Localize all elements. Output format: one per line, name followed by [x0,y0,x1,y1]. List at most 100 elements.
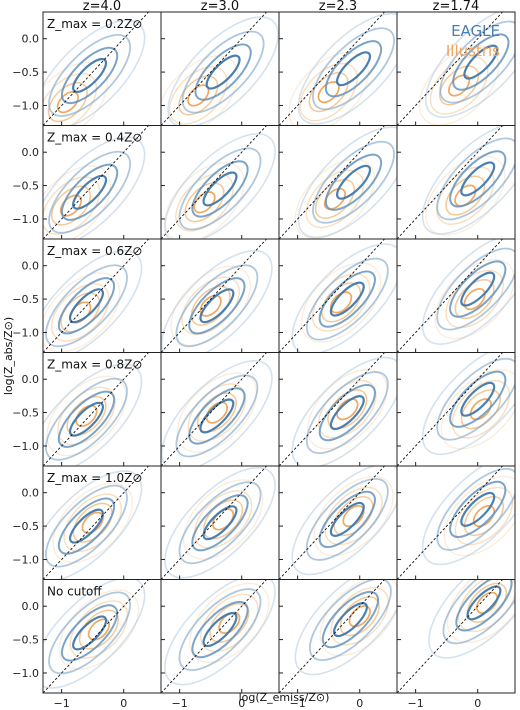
eagle-contour [449,480,507,538]
panel [278,238,398,353]
eagle-contour [439,20,515,104]
eagle-contour [43,363,143,466]
eagle-contour [57,497,116,555]
illustris-contour [434,258,515,340]
panel-contents [161,125,276,239]
eagle-contour [164,133,276,239]
eagle-contour [460,381,496,417]
eagle-contour [421,352,515,456]
eagle-contour [449,260,507,318]
eagle-contour [72,57,108,93]
eagle-contour [436,467,515,551]
eagle-contour [61,46,119,104]
panel [278,125,398,240]
illustris-contour [196,392,237,433]
eagle-contour [43,579,146,689]
row-label: Z_max = 0.4Z⊙ [47,131,142,145]
eagle-contour [421,239,515,345]
panel [396,238,516,353]
illustris-contour [175,173,234,232]
eagle-contour [68,401,104,437]
one-to-one-line [279,352,386,466]
panel: −1 0 [160,579,280,710]
one-to-one-line [43,125,150,239]
panel: 0.0 −0.5 −1.0 Z_max = 0.8Z⊙ [12,352,162,467]
illustris-contour [446,579,515,644]
illustris-contour [348,605,371,628]
x-tick-label: −1 [408,697,424,710]
panel: −1 0 [278,579,398,710]
illustris-contour [429,56,489,115]
illustris-contour [182,479,264,560]
eagle-contour [436,357,515,441]
eagle-contour [297,126,397,239]
eagle-contour [336,164,372,200]
illustris-contour [342,504,365,528]
panel-frame [278,465,398,580]
eagle-contour [291,466,397,576]
y-tick-label: 0.0 [22,373,40,386]
eagle-contour [329,281,365,317]
eagle-contour [68,288,104,324]
illustris-contour [305,169,365,229]
panel-contents [43,352,150,466]
y-tick-label: −1.0 [12,440,39,453]
illustris-contour [43,61,109,126]
panel-contents [161,12,279,126]
illustris-contour [294,158,376,239]
y-tick-label: −0.5 [12,407,39,420]
illustris-contour [43,272,121,353]
illustris-contour [454,184,477,207]
eagle-contour [305,477,389,561]
x-tick-label: 0 [356,697,363,710]
illustris-contour [50,185,91,226]
illustris-contour [418,45,500,126]
one-to-one-line [43,352,150,466]
panel-contents [397,239,515,353]
illustris-contour [193,490,253,549]
eagle-contour [45,264,128,348]
y-tick-label: 0.0 [22,260,40,273]
eagle-contour [294,579,397,676]
one-to-one-line [397,579,504,693]
one-to-one-line [397,125,504,239]
eagle-contour [202,171,238,207]
panel-contents [279,12,397,126]
one-to-one-line [397,352,504,466]
illustris-contour [319,579,397,657]
x-tick-label: −1 [290,697,306,710]
eagle-contour [460,491,496,527]
eagle-contour [43,249,143,353]
illustris-contour [205,401,228,424]
eagle-contour [205,54,241,90]
illustris-contour [321,282,362,323]
one-to-one-line [43,579,150,693]
illustris-contour [307,369,388,450]
eagle-contour [321,590,379,649]
panel-contents [397,466,515,580]
y-tick-label: 0.0 [22,600,40,613]
one-to-one-line [397,12,504,126]
illustris-contour [323,187,346,211]
illustris-contour [472,504,496,528]
illustris-contour [327,389,368,430]
one-to-one-line [161,579,268,693]
eagle-contour [202,612,238,648]
eagle-contour [449,370,507,428]
x-tick-label: 0 [120,697,127,710]
illustris-contour [333,496,374,537]
eagle-contour [324,153,383,211]
eagle-contour [460,161,496,197]
illustris-contour [440,369,515,450]
one-to-one-line [43,466,150,580]
eagle-contour [463,44,499,80]
column-titles: z=4.0 z=3.0 z=2.3 z=1.74 [83,0,480,14]
eagle-contour [305,371,389,455]
panel-frame [160,579,280,694]
y-tick-label: 0.0 [22,33,40,46]
eagle-contour [178,147,262,231]
eagle-contour [291,356,397,466]
one-to-one-line [161,239,268,353]
illustris-contour [43,165,112,239]
